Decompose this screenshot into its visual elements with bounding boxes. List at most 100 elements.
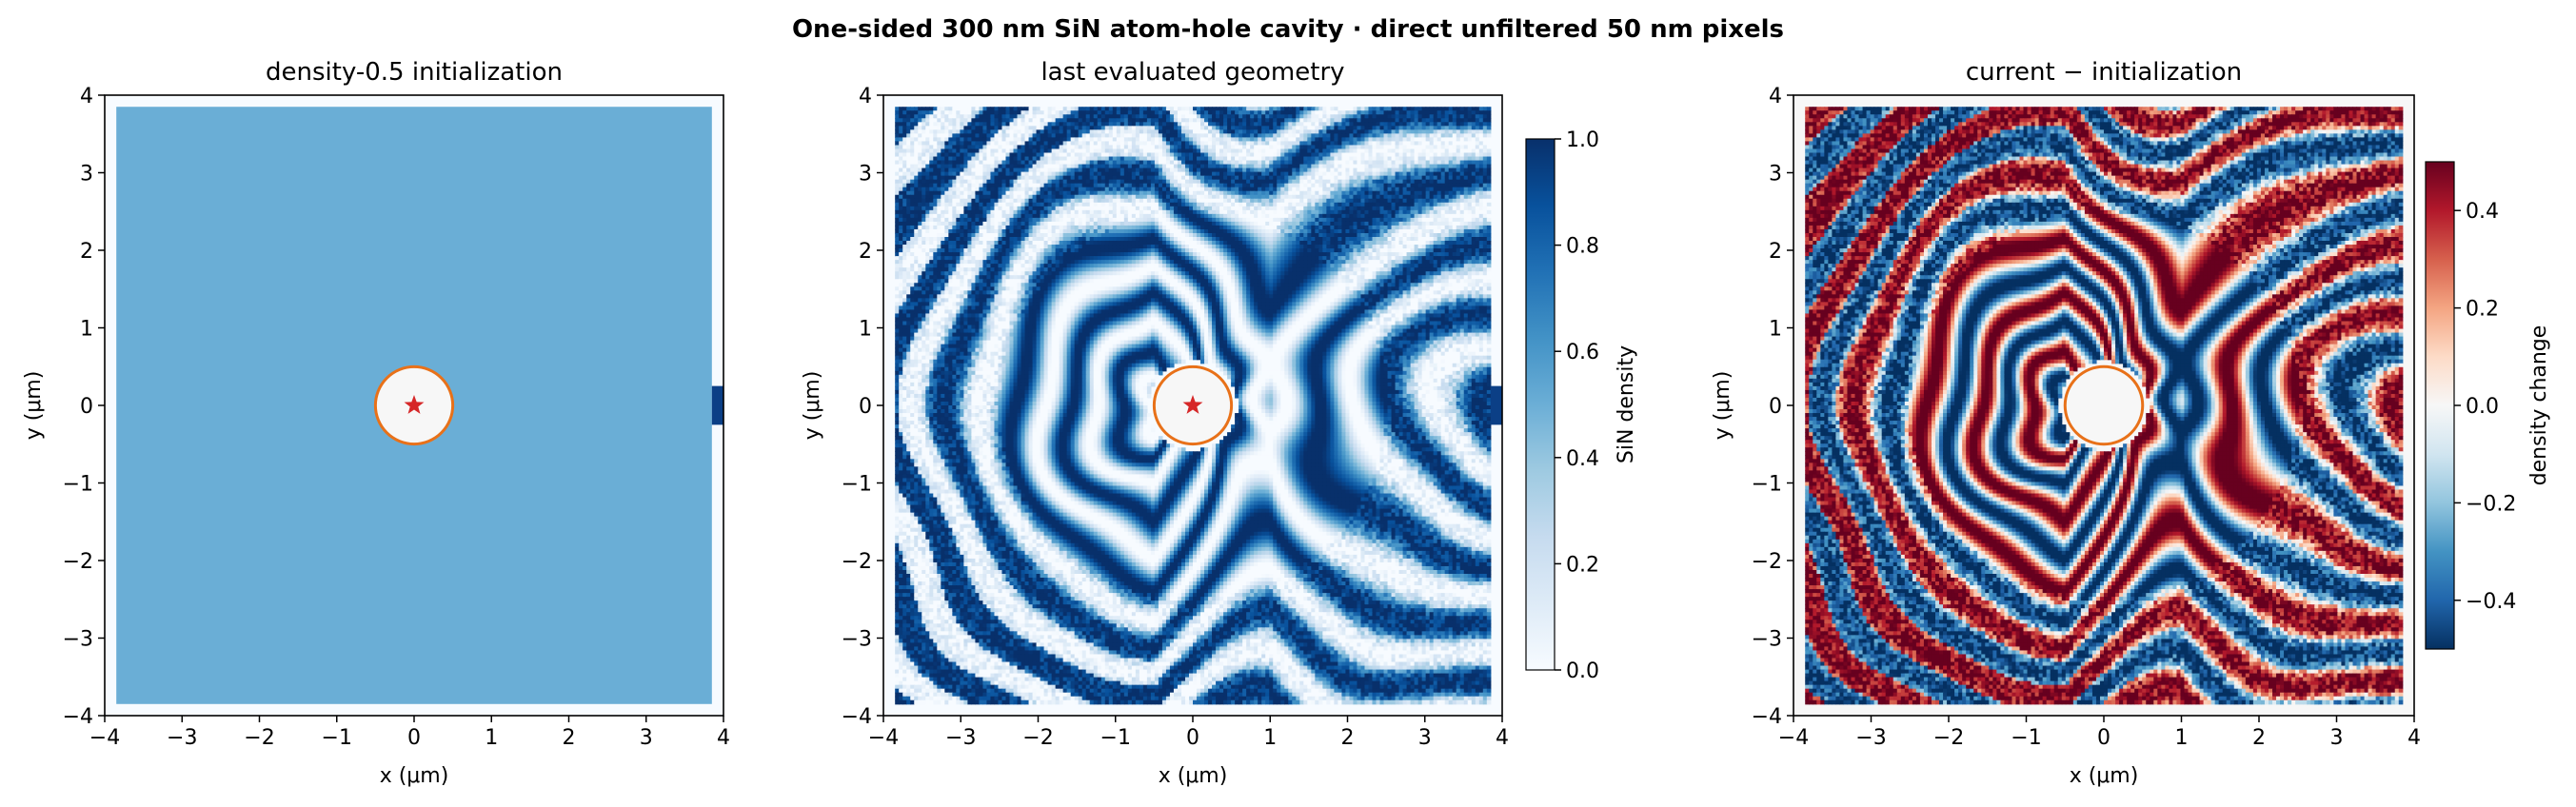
density-pixel: [1292, 226, 1297, 230]
density-pixel: [1189, 187, 1194, 192]
density-pixel: [986, 133, 991, 138]
density-pixel: [1090, 207, 1095, 211]
density-pixel: [1086, 222, 1091, 226]
density-pixel: [941, 137, 945, 142]
density-pixel: [1468, 137, 1473, 142]
density-pixel: [1411, 214, 1416, 219]
density-pixel: [1040, 195, 1045, 200]
density-pixel: [952, 195, 957, 200]
density-pixel: [1219, 184, 1224, 188]
density-pixel: [1254, 133, 1258, 138]
density-pixel: [1170, 203, 1175, 207]
density-pixel: [1063, 199, 1068, 204]
density-pixel: [1303, 110, 1308, 115]
density-pixel: [1265, 141, 1270, 146]
density-pixel: [1025, 148, 1030, 153]
density-pixel: [1307, 172, 1312, 177]
density-pixel: [1010, 126, 1015, 130]
density-pixel: [1360, 207, 1365, 211]
density-pixel: [1067, 153, 1072, 158]
density-pixel: [1318, 107, 1323, 111]
density-pixel: [1280, 184, 1285, 188]
density-pixel: [1151, 168, 1156, 173]
density-pixel: [1334, 218, 1338, 223]
density-pixel: [1453, 195, 1457, 200]
density-pixel: [963, 222, 968, 226]
density-pixel: [994, 137, 999, 142]
density-pixel: [1040, 118, 1045, 123]
density-pixel: [906, 133, 911, 138]
density-pixel: [1307, 226, 1312, 230]
density-pixel: [918, 145, 922, 149]
density-pixel: [1193, 157, 1198, 162]
density-pixel: [1044, 133, 1049, 138]
density-pixel: [1441, 161, 1446, 166]
density-pixel: [1487, 126, 1492, 130]
density-pixel: [1242, 172, 1247, 177]
density-pixel: [1418, 137, 1423, 142]
density-pixel: [1334, 172, 1338, 177]
density-pixel: [929, 148, 934, 153]
density-pixel: [1415, 126, 1419, 130]
density-pixel: [990, 176, 995, 181]
density-pixel: [1098, 222, 1102, 226]
density-pixel: [1341, 218, 1346, 223]
density-pixel: [914, 126, 919, 130]
density-pixel: [960, 122, 964, 127]
density-pixel: [1353, 203, 1357, 207]
density-pixel: [1265, 122, 1270, 127]
density-pixel: [1166, 226, 1171, 230]
density-pixel: [1178, 184, 1182, 188]
density-pixel: [1377, 214, 1381, 219]
density-pixel: [1392, 153, 1397, 158]
density-pixel: [906, 203, 911, 207]
density-pixel: [1193, 199, 1198, 204]
density-pixel: [1071, 110, 1076, 115]
density-pixel: [1052, 126, 1057, 130]
density-pixel: [990, 107, 995, 111]
density-pixel: [990, 137, 995, 142]
density-pixel: [1399, 203, 1404, 207]
density-pixel: [914, 129, 919, 134]
density-pixel: [1143, 172, 1148, 177]
density-pixel: [1242, 180, 1247, 185]
density-pixel: [1326, 203, 1331, 207]
density-pixel: [1364, 114, 1369, 119]
density-pixel: [1029, 129, 1034, 134]
density-pixel: [1445, 168, 1450, 173]
density-pixel: [1360, 107, 1365, 111]
density-pixel: [1060, 148, 1064, 153]
density-pixel: [1468, 129, 1473, 134]
density-pixel: [1388, 207, 1393, 211]
density-pixel: [1037, 168, 1041, 173]
density-pixel: [1235, 165, 1239, 169]
density-pixel: [1265, 168, 1270, 173]
density-pixel: [1231, 222, 1236, 226]
density-pixel: [1178, 222, 1182, 226]
density-pixel: [948, 210, 953, 215]
density-pixel: [1052, 110, 1057, 115]
density-pixel: [1377, 195, 1381, 200]
density-pixel: [1269, 184, 1274, 188]
density-pixel: [1265, 157, 1270, 162]
density-pixel: [933, 114, 938, 119]
density-pixel: [960, 176, 964, 181]
density-pixel: [1407, 184, 1412, 188]
density-pixel: [937, 218, 941, 223]
density-pixel: [1235, 187, 1239, 192]
density-pixel: [1326, 145, 1331, 149]
density-pixel: [986, 145, 991, 149]
density-pixel: [1449, 122, 1454, 127]
density-pixel: [1159, 129, 1163, 134]
density-pixel: [1212, 145, 1217, 149]
density-pixel: [1307, 141, 1312, 146]
density-pixel: [960, 180, 964, 185]
density-pixel: [1086, 153, 1091, 158]
density-pixel: [1380, 157, 1385, 162]
density-pixel: [921, 161, 926, 166]
density-pixel: [929, 199, 934, 204]
density-pixel: [910, 176, 915, 181]
density-pixel: [1117, 133, 1121, 138]
density-pixel: [1216, 172, 1220, 177]
density-pixel: [1105, 191, 1110, 196]
